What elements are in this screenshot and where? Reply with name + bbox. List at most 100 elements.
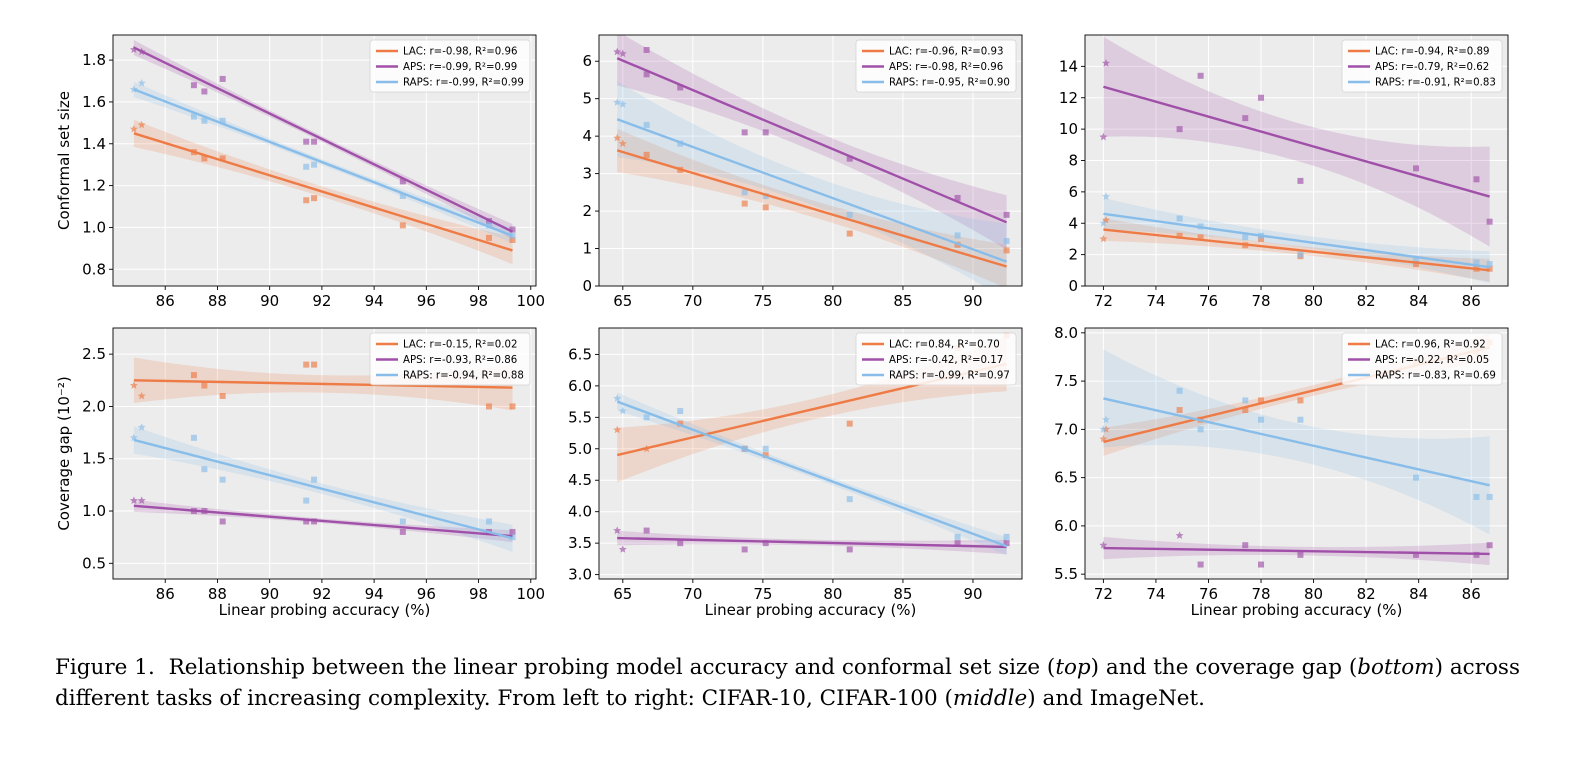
data-point-raps [303,163,310,170]
data-point-aps [954,194,961,201]
data-point-aps [509,226,516,233]
y-tick-label: 6.0 [568,377,592,395]
legend-label-lac: LAC: r=0.96, R²=0.92 [1375,340,1486,351]
data-point-aps [618,49,627,58]
legend: LAC: r=0.96, R²=0.92 APS: r=-0.22, R²=0.0… [1341,332,1503,386]
data-point-aps [1486,542,1493,549]
x-tick-label: 65 [613,585,632,603]
data-point-aps [1297,551,1304,558]
data-point-lac [613,425,622,434]
y-tick-label: 6.5 [1054,469,1078,487]
x-tick-label: 76 [1199,585,1218,603]
data-point-lac [219,155,226,162]
y-tick-label: 8 [1068,152,1078,170]
x-tick-label: 92 [312,292,331,310]
legend-label-lac: LAC: r=-0.98, R²=0.96 [403,47,517,58]
figure: 86 88 90 92 94 96 98 1000.81.01.21.41.61.8Confo… [55,34,1509,619]
data-point-aps [190,82,197,89]
y-tick-label: 3.0 [568,566,592,584]
data-point-raps [613,394,622,402]
legend: LAC: r=-0.96, R²=0.93 APS: r=-0.98, R²=0.… [855,39,1017,93]
legend: LAC: r=-0.98, R²=0.96 APS: r=-0.99, R²=0.… [369,39,531,93]
chart-panel-6: 72 74 76 78 80 82 84 86 5.5 6.0 6.5 7.0 7.5 8.0 Linear… [1054,324,1509,619]
data-point-raps [1099,425,1108,433]
legend-label-raps: RAPS: r=-0.83, R²=0.69 [1375,371,1496,382]
data-point-aps [201,88,208,95]
legend-label-lac: LAC: r=-0.15, R²=0.02 [403,340,517,351]
legend-label-raps: RAPS: r=-0.99, R²=0.97 [889,371,1010,382]
data-point-lac [846,420,853,427]
data-point-raps [618,100,627,108]
x-tick-label: 86 [1462,292,1481,310]
legend-label-raps: RAPS: r=-0.95, R²=0.90 [889,78,1010,89]
x-tick-label: 84 [1409,292,1428,310]
fit-line-raps [133,88,513,237]
data-point-aps [618,545,627,553]
data-point-lac [303,361,310,368]
data-point-aps [1413,165,1420,172]
data-point-lac [618,139,627,147]
plot-frame [598,327,1023,580]
data-point-raps [190,113,197,120]
data-point-raps [1003,533,1010,540]
figure-caption: Figure 1. Relationship between the linea… [55,652,1520,714]
data-point-lac [1297,397,1304,404]
x-tick-label: 80 [823,585,842,603]
legend-box [369,39,531,93]
data-point-aps [509,528,516,535]
legend-label-aps: APS: r=-0.99, R²=0.99 [403,62,517,73]
y-tick-label: 0 [582,277,592,295]
data-point-raps [1197,426,1204,433]
data-point-lac [1258,397,1265,404]
data-point-lac [762,204,769,211]
data-point-aps [1175,531,1184,539]
data-point-raps [1102,192,1110,200]
y-tick-label: 1.8 [82,51,106,69]
x-tick-label: 76 [1199,292,1218,310]
y-tick-label: 0.8 [82,260,106,278]
data-point-lac [311,361,318,368]
fit-line-lac [1103,228,1490,272]
data-point-aps [1258,561,1265,568]
x-tick-label: 72 [1094,292,1113,310]
x-tick-label: 80 [1304,292,1323,310]
data-point-aps [303,138,310,145]
data-point-aps [643,71,650,78]
caption-label: Figure 1. [55,655,155,680]
x-tick-label: 75 [753,585,772,603]
data-point-lac [201,155,208,162]
chart-panel-2: 65 70 75 80 85 90 0 1 2 3 4 5 6 LAC: r=-0.96, R²=0.93… [582,34,1023,310]
data-point-raps [137,423,146,431]
y-tick-label: 5.5 [568,408,592,426]
y-tick-label: 3 [582,165,592,183]
data-point-raps [1297,416,1304,423]
data-point-aps [303,518,310,525]
data-point-lac [399,222,406,229]
data-point-lac [613,133,622,142]
data-point-raps [613,98,622,106]
data-point-raps [1242,397,1249,404]
data-point-lac [1099,234,1108,243]
data-point-raps [1258,416,1265,423]
data-point-aps [399,178,406,185]
legend-label-lac: LAC: r=-0.96, R²=0.93 [889,47,1003,58]
data-point-raps [1486,493,1493,500]
legend-label-lac: LAC: r=0.84, R²=0.70 [889,340,1000,351]
data-point-lac [129,381,138,389]
data-point-lac [509,403,516,410]
confidence-band-aps [617,35,1007,250]
caption-text-1: Relationship between the linear probing … [168,655,1056,680]
data-point-raps [762,193,769,200]
legend: LAC: r=-0.15, R²=0.02 APS: r=-0.93, R²=0.… [369,332,531,386]
x-tick-label: 80 [1304,585,1323,603]
data-point-lac [1486,265,1493,272]
data-point-raps [1242,234,1249,241]
data-point-raps [1176,215,1183,222]
y-tick-label: 0 [1068,277,1078,295]
plot-area [1099,36,1493,284]
fit-line-lac [133,132,513,252]
data-point-lac [1258,235,1265,242]
data-point-aps [677,540,684,547]
legend-box [369,332,531,386]
data-point-aps [613,47,622,56]
